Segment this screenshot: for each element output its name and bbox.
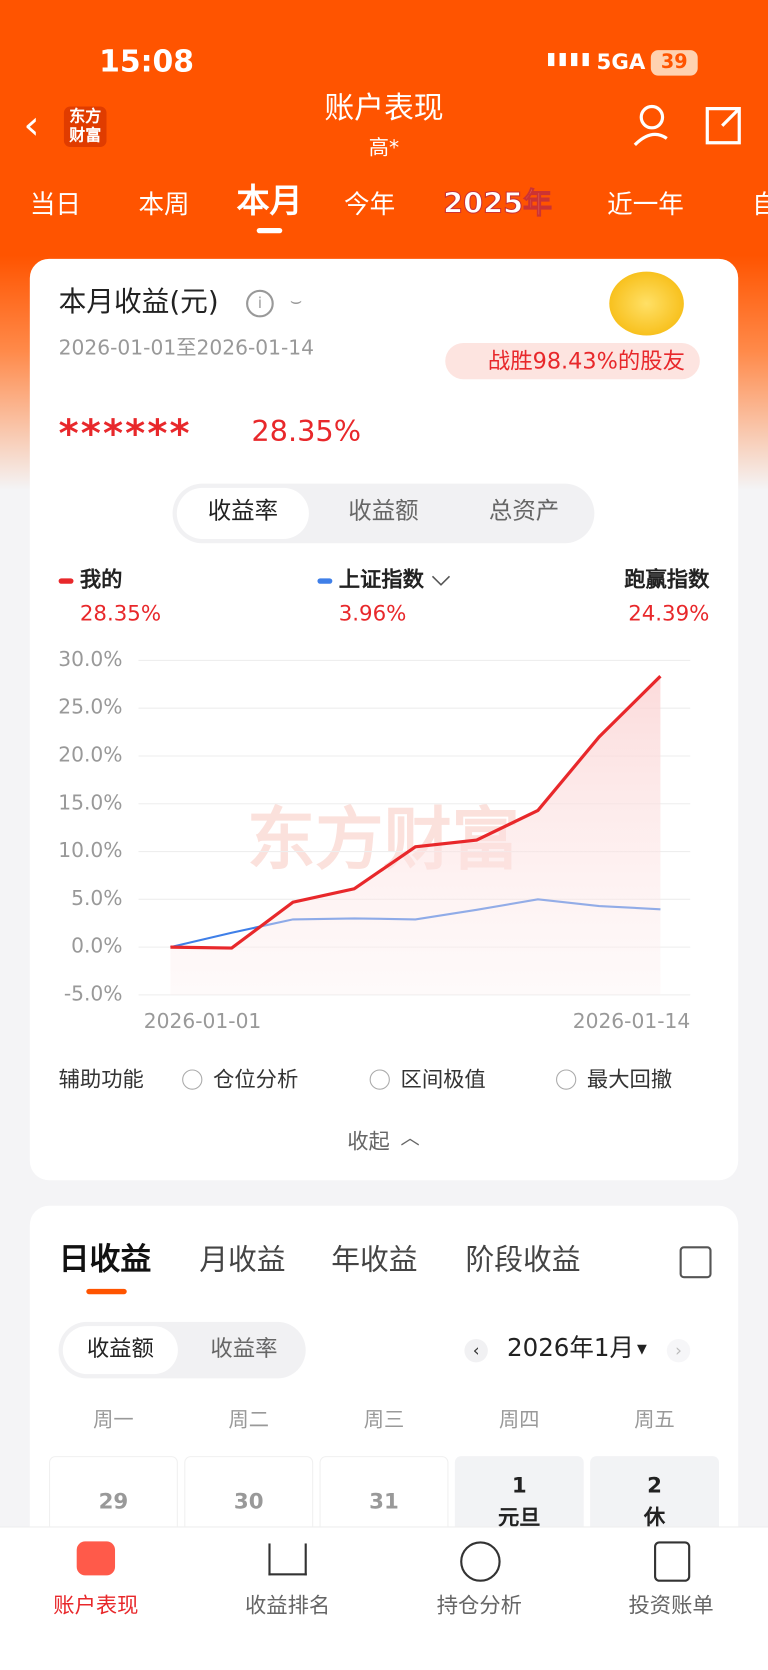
tab-indicator [86,1288,127,1295]
y-tick-label: 25.0% [58,695,122,719]
tool-option[interactable]: 仓位分析 [213,1066,299,1092]
tab-indicator [256,227,283,234]
x-tick-label: 2026-01-01 [144,1009,262,1033]
earnings-tab[interactable]: 月收益 [199,1244,286,1278]
period-tab[interactable]: 自 [752,192,768,218]
y-tick-label: 0.0% [71,934,122,958]
y-tick-label: 20.0% [58,742,122,766]
weekday: 周三 [363,1408,405,1432]
user-icon[interactable] [633,132,668,147]
nav-label[interactable]: 投资账单 [628,1592,714,1619]
info-icon[interactable]: i [246,289,274,318]
y-tick-label: 15.0% [58,790,122,814]
nav-label-active[interactable]: 账户表现 [53,1592,139,1619]
summary-title: 本月收益(元) [58,286,219,319]
weekday: 周五 [634,1408,675,1432]
tool-option[interactable]: 最大回撤 [586,1066,673,1092]
period-tab[interactable]: 今年 [344,189,396,220]
day-number: 1 [511,1472,527,1498]
day-number: 30 [233,1488,264,1514]
earnings-tab-active[interactable]: 日收益 [58,1240,152,1278]
nav-icon[interactable] [460,1541,501,1582]
metric-tab[interactable]: 收益额 [348,498,419,526]
radio[interactable] [182,1069,203,1090]
area [170,676,661,995]
bottom-nav [0,1526,768,1670]
day-number: 31 [369,1488,399,1514]
legend-value: 3.96% [339,602,407,627]
prev-month[interactable]: ‹ [464,1338,488,1363]
return: 28.35% [251,415,362,449]
legend-swatch [58,578,74,584]
day-note: 休 [643,1504,666,1530]
share-icon[interactable] [705,107,741,145]
page-title: 账户表现 [324,90,444,126]
earnings-toggle-option[interactable]: 收益率 [210,1335,278,1362]
y-tick-label: -5.0% [64,981,123,1005]
excess-value: 24.39% [628,602,709,627]
day-number: 29 [98,1488,129,1514]
y-tick-label: 10.0% [58,838,122,862]
legend-label: 我的 [80,567,123,593]
earnings-tab[interactable]: 年收益 [331,1244,418,1278]
weekday: 周二 [228,1408,269,1432]
battery: 39 [650,50,698,76]
earnings-toggle-option[interactable]: 收益额 [86,1335,154,1362]
excess-label: 跑赢指数 [624,567,710,593]
mascot [609,271,684,336]
radio[interactable] [556,1069,577,1090]
legend-dropdown [431,575,451,586]
share-icon[interactable] [679,1246,712,1279]
logo: 东方财富 [63,106,107,147]
period-tab[interactable]: 2025年 [443,187,553,221]
eye-icon[interactable]: ⌣ [289,289,303,313]
nav-icon[interactable] [654,1541,691,1582]
radio[interactable] [369,1069,390,1090]
legend-value: 28.35% [80,602,161,627]
period-tab[interactable]: 本周 [138,189,190,220]
nav-icon[interactable] [268,1543,307,1576]
earnings-toggle-thumb [62,1326,178,1375]
month[interactable]: 2026年1月 [507,1334,634,1363]
amount: ****** [58,412,192,456]
legend-swatch [317,578,333,584]
earnings-tab[interactable]: 阶段收益 [465,1244,581,1278]
tools-label: 辅助功能 [58,1066,144,1092]
metric-tab[interactable]: 总资产 [488,498,560,526]
rank-badge[interactable]: 战胜98.43%的股友 [445,342,700,380]
y-tick-label: 5.0% [71,886,122,910]
nav-label[interactable]: 收益排名 [244,1592,331,1619]
period-tab[interactable]: 近一年 [607,189,684,220]
back-button[interactable]: ‹ [23,101,40,149]
weekday: 周一 [93,1408,134,1432]
weekday: 周四 [499,1408,540,1432]
nav-icon[interactable] [76,1541,116,1576]
day-number: 2 [647,1472,662,1498]
line [170,675,662,950]
month-dropdown[interactable]: ▼ [636,1341,647,1356]
metric-toggle-thumb [176,487,309,539]
page-subtitle: 高* [368,136,400,160]
legend-label: 上证指数 [339,568,425,593]
collapse-button[interactable]: 收起 [347,1128,390,1154]
nav-label[interactable]: 持仓分析 [436,1592,522,1619]
next-month[interactable]: › [666,1338,691,1363]
y-tick-label: 30.0% [58,647,122,671]
header-icons[interactable] [628,102,745,153]
signal: ▮▮▮▮ [546,47,593,69]
period-tab[interactable]: 当日 [29,189,81,220]
metric-tab[interactable]: 收益率 [207,498,279,526]
user-icon[interactable] [639,104,665,130]
tool-option[interactable]: 区间极值 [400,1066,486,1092]
date-range: 2026-01-01至2026-01-14 [58,336,315,361]
day-note: 元旦 [497,1504,541,1530]
network: 5GA [596,48,646,75]
collapse-icon[interactable]: ︿ [400,1126,420,1150]
period-tab-active[interactable]: 本月 [236,182,303,221]
x-tick-label: 2026-01-14 [573,1009,691,1033]
time: 15:08 [99,43,195,79]
